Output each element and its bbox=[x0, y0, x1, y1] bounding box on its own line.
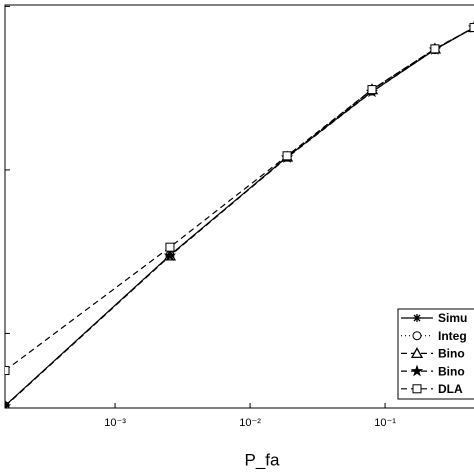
legend-label: Bino bbox=[438, 347, 465, 361]
legend: Simu Integ Bino Bino DLA bbox=[397, 308, 474, 400]
x-tick-label: 10⁻² bbox=[239, 417, 261, 429]
marker bbox=[413, 314, 421, 322]
marker bbox=[367, 85, 377, 95]
marker bbox=[410, 364, 424, 377]
marker bbox=[165, 242, 175, 252]
marker bbox=[469, 23, 474, 33]
marker bbox=[163, 249, 177, 261]
legend-label: Bino bbox=[438, 364, 465, 378]
marker bbox=[5, 399, 12, 408]
marker bbox=[5, 366, 10, 376]
plot-area bbox=[5, 21, 474, 408]
legend-label: Simu bbox=[438, 311, 467, 325]
x-tick-label: 10⁻¹ bbox=[374, 417, 396, 429]
marker bbox=[410, 347, 424, 359]
axes: 10⁻³ 10⁻² 10⁻¹ bbox=[5, 5, 396, 429]
series-line bbox=[5, 26, 474, 372]
legend-box bbox=[397, 308, 474, 400]
x-tick-label: 10⁻³ bbox=[104, 417, 126, 429]
legend-label: Integ bbox=[438, 329, 467, 343]
plot-frame bbox=[4, 4, 474, 409]
marker bbox=[430, 44, 440, 54]
x-axis-label: P_fa bbox=[245, 450, 281, 469]
marker bbox=[282, 151, 292, 161]
marker bbox=[412, 331, 422, 341]
legend-label: DLA bbox=[438, 382, 463, 396]
marker bbox=[412, 384, 422, 394]
series-line bbox=[5, 26, 474, 407]
